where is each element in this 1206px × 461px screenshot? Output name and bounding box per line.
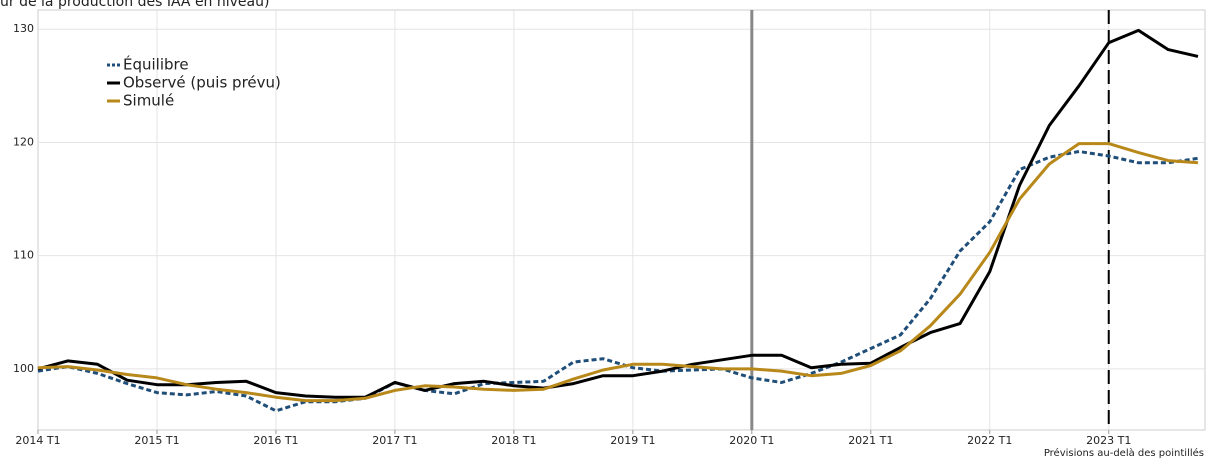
x-tick-label: 2016 T1 xyxy=(253,434,298,447)
annotation: Prévisions au-delà des pointillés xyxy=(1044,447,1204,459)
x-tick-label: 2020 T1 xyxy=(729,434,774,447)
chart-title: ur de la production des IAA en niveau) xyxy=(0,0,269,10)
x-tick-label: 2014 T1 xyxy=(15,434,60,447)
series-line xyxy=(37,142,1199,403)
legend-label: Équilibre xyxy=(123,55,189,74)
x-tick-label: 2023 T1 xyxy=(1086,434,1131,447)
y-tick-label: 120 xyxy=(13,135,34,148)
y-tick-label: 110 xyxy=(13,249,34,262)
x-tick-label: 2018 T1 xyxy=(491,434,536,447)
x-tick-label: 2019 T1 xyxy=(610,434,655,447)
x-tick-label: 2017 T1 xyxy=(372,434,417,447)
plot-frame xyxy=(37,9,1206,431)
x-tick-label: 2022 T1 xyxy=(967,434,1012,447)
y-tick-label: 130 xyxy=(13,22,34,35)
x-tick-label: 2021 T1 xyxy=(848,434,893,447)
y-tick-label: 100 xyxy=(13,362,34,375)
legend-label: Observé (puis prévu) xyxy=(123,74,281,92)
x-tick-label: 2015 T1 xyxy=(134,434,179,447)
series-line xyxy=(37,150,1199,413)
legend-label: Simulé xyxy=(123,92,174,110)
